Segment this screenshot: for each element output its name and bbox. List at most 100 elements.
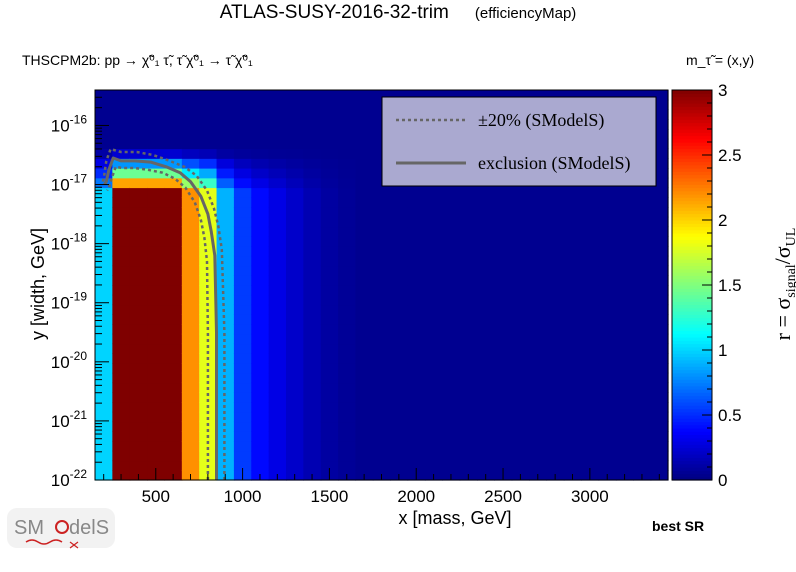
heatmap-cell [390,382,409,393]
heatmap-cell [355,353,374,364]
heatmap-cell [511,285,530,296]
heatmap-cell [407,187,426,198]
heatmap-cell [511,372,530,384]
color-scale-band [672,314,712,319]
heatmap-cell [633,216,652,228]
heatmap-cell [338,343,357,354]
heatmap-cell [372,343,391,354]
heatmap-cell [581,441,600,452]
color-scale-band [672,476,712,481]
heatmap-cell [598,372,617,384]
heatmap-cell [286,324,304,335]
color-scale-band [672,428,712,432]
heatmap-cell [650,246,669,257]
heatmap-cell [338,138,357,150]
heatmap-cell [511,333,530,345]
legend-label-uncertainty: ±20% (SModelS) [478,110,604,131]
color-scale-band [672,398,712,403]
heatmap-cell [338,216,357,228]
color-scale-band [672,181,712,185]
heatmap-cell [199,90,218,101]
heatmap-cell [164,148,183,159]
heatmap-cell [442,343,461,354]
heatmap-cell [442,382,461,393]
heatmap-cell [424,285,443,296]
heatmap-cell [529,275,548,286]
heatmap-cell [372,363,391,374]
z-tick-label: 1 [718,341,727,360]
heatmap-cell [199,158,218,169]
heatmap-cell [164,168,183,179]
legend: ±20% (SModelS) exclusion (SModelS) [381,96,657,187]
color-scale-band [672,119,712,124]
heatmap-cell [563,392,582,403]
heatmap-cell [303,138,322,150]
heatmap-cell [563,294,582,306]
heatmap-cell [112,411,131,423]
heatmap-cell [650,207,669,218]
heatmap-cell [511,402,530,413]
heatmap-cell [581,431,600,442]
heatmap-cell [286,90,304,101]
heatmap-cell [581,372,600,384]
heatmap-cell [581,216,600,228]
heatmap-cell [355,216,374,228]
heatmap-cell [459,294,478,306]
heatmap-cell [181,236,200,247]
heatmap-cell [199,99,218,111]
heatmap-cell [129,314,148,325]
heatmap-cell [199,246,218,257]
heatmap-cell [459,314,478,325]
heatmap-cell [598,294,617,306]
heatmap-cell [303,187,322,198]
heatmap-cell [355,343,374,354]
heatmap-cell [390,460,409,471]
heatmap-cell [338,158,357,169]
heatmap-cell [355,158,374,169]
heatmap-cell [112,109,131,120]
heatmap-cell [529,207,548,218]
heatmap-cell [355,226,374,237]
color-scale [671,89,713,481]
x-tick-label: 500 [142,487,170,506]
heatmap-cell [494,333,513,345]
heatmap-cell [459,236,478,247]
heatmap-cell [129,382,148,393]
heatmap-cell [390,294,409,306]
heatmap-cell [424,246,443,257]
smodels-logo: SM delS [7,508,115,549]
heatmap-cell [494,304,513,315]
color-scale-band [672,200,712,205]
heatmap-cell [286,255,304,267]
heatmap-cell [563,187,582,198]
heatmap-cell [407,197,426,208]
heatmap-cell [164,411,183,423]
color-scale-band [672,353,712,358]
heatmap-cell [286,168,304,179]
heatmap-cell [147,168,166,179]
heatmap-cell [633,314,652,325]
heatmap-cell [303,129,322,140]
heatmap-cell [338,119,357,130]
heatmap-cell [112,226,131,237]
heatmap-cell [407,343,426,354]
heatmap-cell [546,431,565,442]
heatmap-cell [615,382,634,393]
heatmap-cell [459,324,478,335]
heatmap-cell [233,246,252,257]
color-scale-band [672,249,712,254]
heatmap-cell [286,148,304,159]
heatmap-cell [563,226,582,237]
heatmap-cell [529,382,548,393]
heatmap-cell [529,314,548,325]
heatmap-cell [112,343,131,354]
heatmap-cell [390,285,409,296]
heatmap-cell [181,138,200,150]
heatmap-cell [633,411,652,423]
heatmap-cell [529,372,548,384]
heatmap-cell [407,450,426,462]
heatmap-cell [546,411,565,423]
heatmap-cell [268,197,287,208]
heatmap-cell [390,187,409,198]
heatmap-cell [494,372,513,384]
